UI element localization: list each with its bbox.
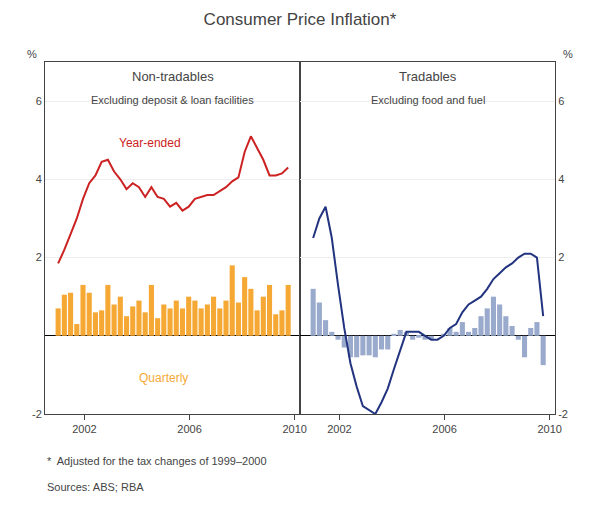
svg-text:2002: 2002 — [72, 423, 96, 435]
svg-text:%: % — [27, 48, 37, 60]
svg-text:2010: 2010 — [537, 423, 561, 435]
svg-text:Quarterly: Quarterly — [139, 371, 188, 385]
svg-text:Tradables: Tradables — [399, 69, 457, 84]
svg-text:2: 2 — [36, 251, 42, 263]
svg-text:Sources: ABS; RBA: Sources: ABS; RBA — [47, 481, 144, 493]
svg-text:Non-tradables: Non-tradables — [132, 69, 214, 84]
svg-text:Consumer Price Inflation*: Consumer Price Inflation* — [204, 10, 397, 29]
svg-text:Excluding food and fuel: Excluding food and fuel — [371, 94, 485, 106]
svg-text:-2: -2 — [558, 408, 568, 420]
svg-text:2010: 2010 — [282, 423, 306, 435]
svg-text:%: % — [563, 48, 573, 60]
svg-text:2002: 2002 — [327, 423, 351, 435]
svg-text:4: 4 — [558, 173, 564, 185]
svg-text:2006: 2006 — [432, 423, 456, 435]
svg-text:-2: -2 — [32, 408, 42, 420]
svg-text:6: 6 — [36, 95, 42, 107]
svg-text:2: 2 — [558, 251, 564, 263]
svg-text:Year-ended: Year-ended — [119, 136, 181, 150]
svg-text:2006: 2006 — [177, 423, 201, 435]
svg-text:6: 6 — [558, 95, 564, 107]
svg-text:* Adjusted for the tax change: * Adjusted for the tax changes of 1999–2… — [47, 455, 267, 467]
svg-text:Excluding deposit & loan facil: Excluding deposit & loan facilities — [91, 94, 254, 106]
svg-text:4: 4 — [36, 173, 42, 185]
